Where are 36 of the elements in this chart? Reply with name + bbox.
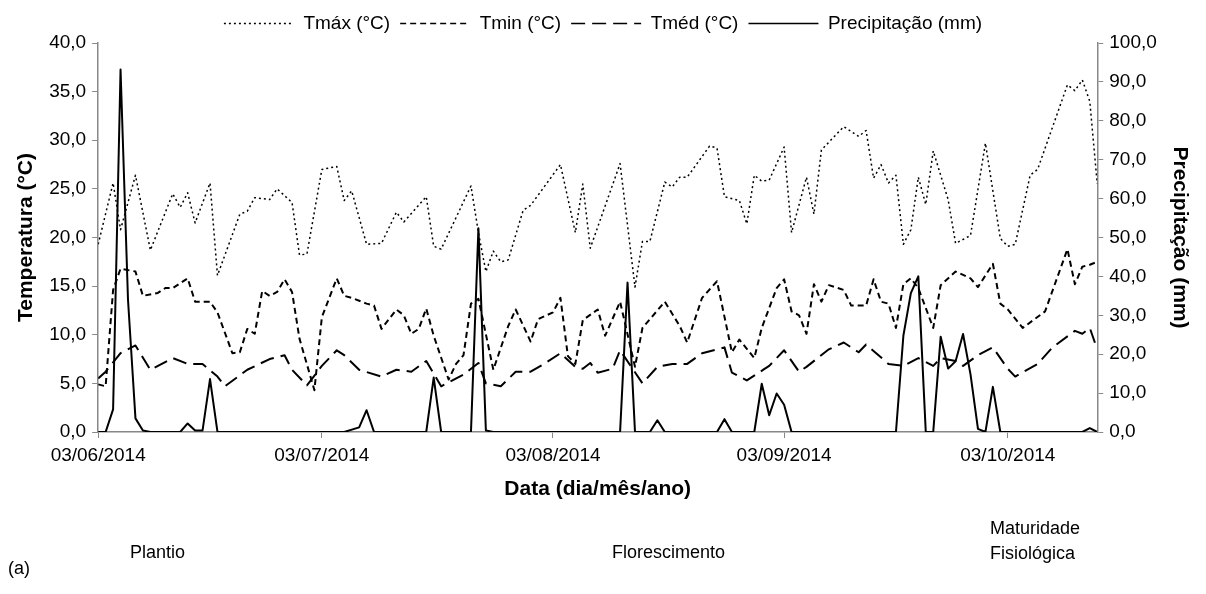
- y2-tick-label: 70,0: [1109, 147, 1147, 169]
- y-tick-label: 25,0: [49, 177, 87, 199]
- x-tick-label: 03/06/2014: [50, 443, 147, 465]
- y-tick-label: 0,0: [59, 420, 87, 442]
- x-axis-title: Data (dia/mês/ano): [504, 476, 692, 500]
- text: Plantio: [130, 541, 186, 564]
- y-tick-label: 10,0: [49, 322, 87, 344]
- text: Florescimento: [612, 541, 726, 564]
- x-tick-label: 03/08/2014: [505, 443, 601, 465]
- legend-label: Precipitação (mm): [827, 11, 983, 33]
- y2-tick-label: 50,0: [1109, 225, 1147, 247]
- y2-tick-label: 30,0: [1109, 303, 1147, 325]
- legend-label: Tmáx (°C): [303, 11, 391, 33]
- text: Maturidade Fisiológica: [990, 517, 1081, 565]
- y2-tick-label: 0,0: [1109, 420, 1136, 442]
- y-tick-label: 15,0: [49, 274, 87, 296]
- y-tick-label: 20,0: [49, 225, 87, 247]
- text: (a): [8, 557, 30, 580]
- legend-label: Tméd (°C): [650, 11, 739, 33]
- y2-tick-label: 60,0: [1109, 186, 1147, 208]
- x-tick-label: 03/07/2014: [274, 443, 370, 465]
- y2-tick-label: 20,0: [1109, 342, 1147, 364]
- y-tick-label: 5,0: [59, 371, 87, 393]
- y2-tick-label: 100,0: [1109, 31, 1157, 53]
- y2-tick-label: 10,0: [1109, 381, 1147, 403]
- legend-label: Tmin (°C): [479, 11, 562, 33]
- y2-tick-label: 90,0: [1109, 70, 1147, 92]
- y-tick-label: 35,0: [49, 79, 87, 101]
- y-axis-title: Temperatura (°C): [13, 152, 37, 323]
- y2-axis-title: Precipitação (mm): [1169, 146, 1193, 329]
- x-tick-label: 03/09/2014: [736, 443, 833, 465]
- x-tick-label: 03/10/2014: [960, 443, 1056, 465]
- y2-tick-label: 40,0: [1109, 264, 1147, 286]
- y2-tick-label: 80,0: [1109, 109, 1147, 131]
- y-tick-label: 30,0: [49, 128, 87, 150]
- y-tick-label: 40,0: [49, 31, 87, 53]
